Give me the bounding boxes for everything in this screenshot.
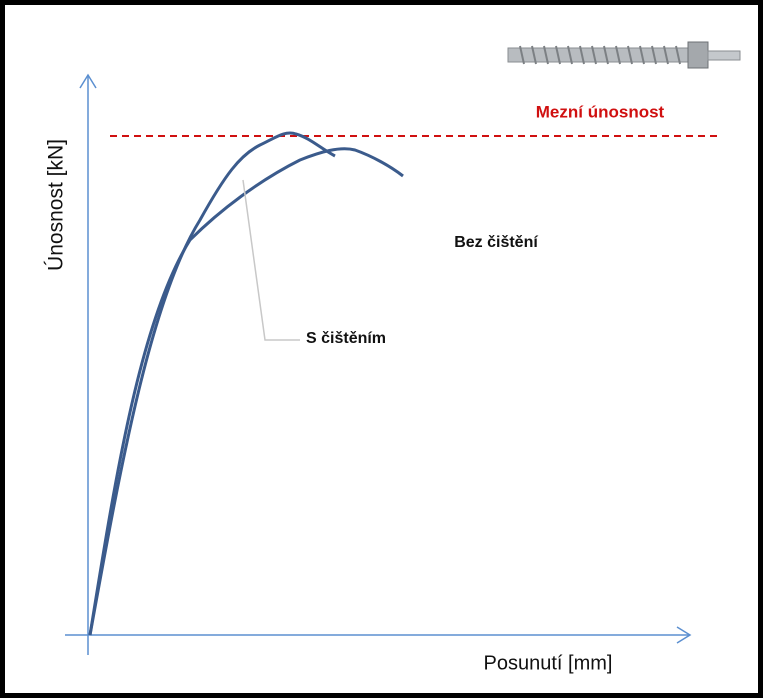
- bolt-image: [507, 41, 741, 69]
- curve-label: Bez čištění: [454, 234, 538, 251]
- limit-label: Mezní únosnost: [536, 102, 665, 121]
- curve-without-cleaning: [88, 147, 404, 636]
- curve-label: S čištěním: [306, 330, 386, 347]
- x-axis-label: Posunutí [mm]: [484, 652, 613, 674]
- curve-with-cleaning: [88, 131, 336, 636]
- y-axis-label: Únosnost [kN]: [45, 139, 68, 271]
- axes: [65, 73, 692, 655]
- leader-line: [242, 179, 300, 341]
